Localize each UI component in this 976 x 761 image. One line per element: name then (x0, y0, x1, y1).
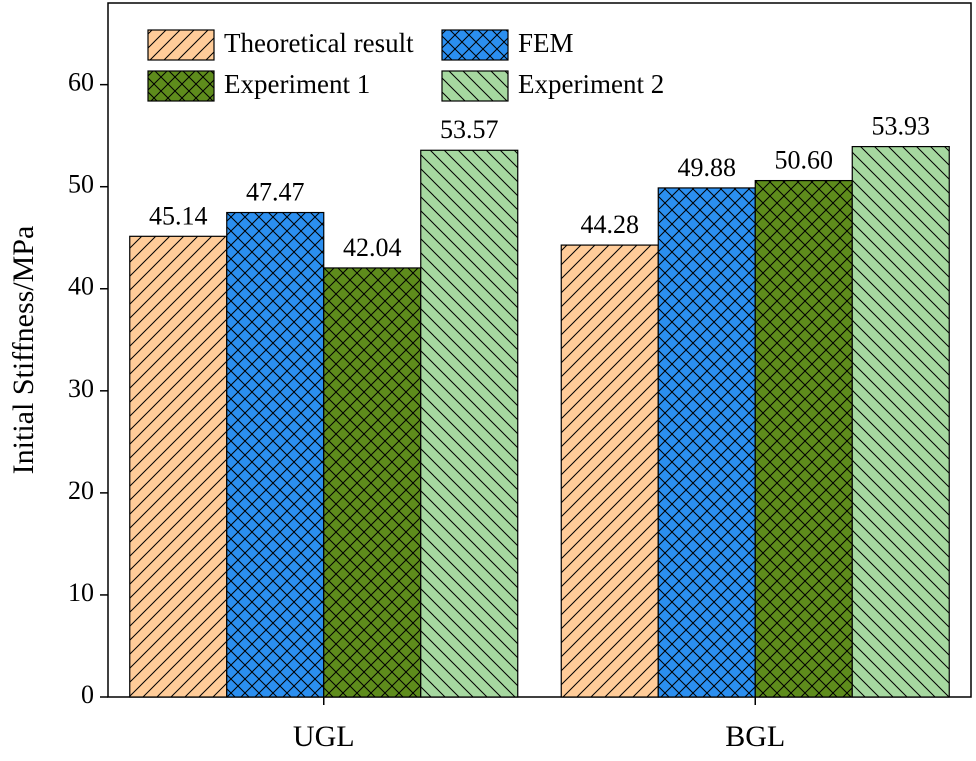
legend-swatch (147, 70, 215, 102)
legend-label: Experiment 1 (224, 69, 370, 99)
x-tick-label: BGL (725, 720, 785, 753)
y-axis-title: Initial Stiffness/MPa (7, 226, 40, 475)
y-tick-label: 30 (68, 374, 94, 403)
y-tick-label: 40 (68, 272, 94, 301)
bar (560, 244, 659, 698)
value-label: 50.60 (775, 146, 834, 175)
x-tick-label: UGL (293, 720, 355, 753)
legend-swatch (441, 70, 509, 102)
bar (226, 211, 325, 698)
y-tick-label: 20 (68, 476, 94, 505)
legend-swatch (441, 29, 509, 61)
bar (420, 149, 519, 698)
bar (323, 267, 422, 698)
value-label: 45.14 (149, 201, 208, 230)
legend-label: FEM (518, 28, 574, 58)
legend-label: Theoretical result (224, 28, 414, 58)
bar (851, 145, 950, 698)
bar (129, 235, 228, 698)
y-tick-label: 10 (68, 578, 94, 607)
plot-frame (107, 2, 972, 698)
y-tick-label: 50 (68, 170, 94, 199)
value-label: 53.93 (872, 112, 931, 141)
bar (657, 187, 756, 698)
value-label: 44.28 (581, 210, 640, 239)
legend-label: Experiment 2 (518, 69, 664, 99)
y-tick-label: 60 (68, 68, 94, 97)
value-label: 53.57 (440, 115, 499, 144)
y-tick-label: 0 (81, 680, 94, 709)
bar (754, 179, 853, 698)
value-label: 47.47 (246, 177, 305, 206)
value-label: 42.04 (343, 233, 402, 262)
legend-swatch (147, 29, 215, 61)
value-label: 49.88 (678, 153, 737, 182)
